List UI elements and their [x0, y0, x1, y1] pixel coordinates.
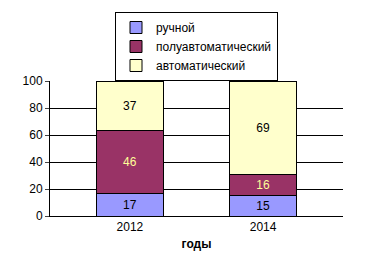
- svg-text:20: 20: [29, 182, 43, 196]
- svg-text:46: 46: [123, 155, 137, 169]
- svg-text:40: 40: [29, 155, 43, 169]
- svg-text:80: 80: [29, 101, 43, 115]
- svg-text:годы: годы: [182, 237, 212, 251]
- svg-text:ручной: ручной: [156, 21, 195, 35]
- svg-text:69: 69: [256, 121, 270, 135]
- svg-text:15: 15: [256, 199, 270, 213]
- svg-text:37: 37: [123, 99, 137, 113]
- svg-text:2012: 2012: [117, 220, 144, 234]
- svg-text:0: 0: [36, 209, 43, 223]
- svg-text:2014: 2014: [250, 220, 277, 234]
- svg-text:17: 17: [123, 198, 137, 212]
- svg-text:16: 16: [256, 178, 270, 192]
- svg-text:60: 60: [29, 128, 43, 142]
- svg-text:100: 100: [23, 74, 43, 88]
- svg-text:полуавтоматический: полуавтоматический: [156, 40, 271, 54]
- svg-text:автоматический: автоматический: [156, 59, 245, 73]
